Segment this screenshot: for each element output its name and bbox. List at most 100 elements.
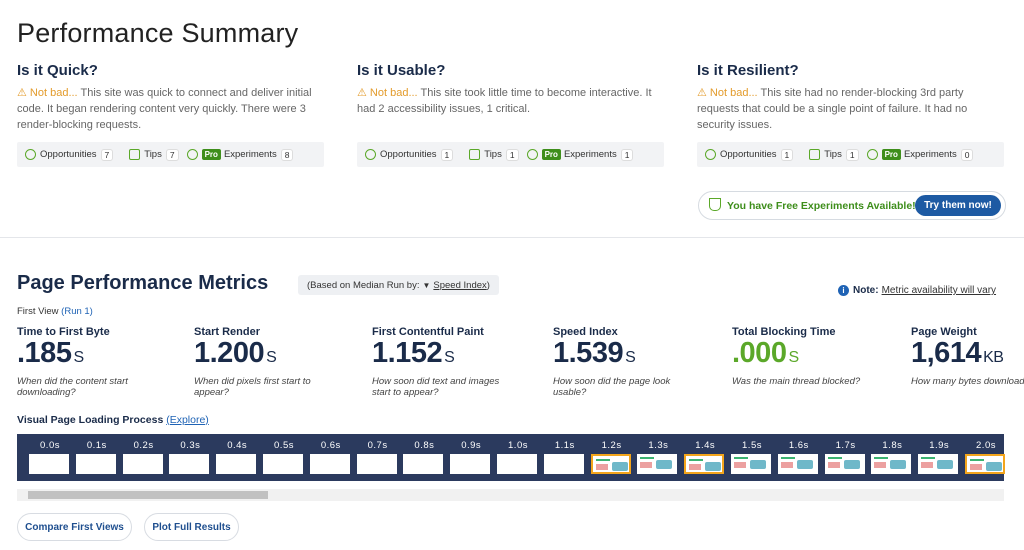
frame-thumb[interactable]	[824, 454, 865, 474]
note-text[interactable]: Metric availability will vary	[881, 285, 997, 296]
metric-value: .000 S	[732, 337, 799, 370]
chip-experiments[interactable]: Pro Experiments 1	[526, 148, 634, 161]
thumb-header	[921, 457, 936, 459]
frame-thumb[interactable]	[871, 454, 912, 474]
chip-label: Tips	[484, 149, 502, 160]
metric-desc: How soon did text and images start to ap…	[372, 376, 500, 398]
frame-time: 1.6s	[788, 440, 809, 451]
metric-label: Start Render	[194, 326, 261, 338]
run-link[interactable]: (Run 1)	[61, 306, 93, 317]
chip-opportunities[interactable]: Opportunities 7	[25, 148, 114, 161]
card-title: Is it Usable?	[357, 62, 446, 79]
chip-opportunities[interactable]: Opportunities 1	[365, 148, 454, 161]
card-status: Not bad...	[29, 87, 78, 99]
metric-label: Page Weight	[911, 326, 977, 338]
frame-time: 1.4s	[695, 440, 716, 451]
card-chips: Opportunities 1 Tips 1 Pro Experiments 1	[357, 142, 664, 167]
thumb-image	[705, 462, 722, 471]
frame-time: 0.5s	[274, 440, 294, 451]
action-button[interactable]: Plot Full Results	[144, 513, 239, 541]
frame-time: 0.3s	[180, 440, 201, 451]
frame-time: 0.8s	[414, 440, 435, 451]
thumb-header	[780, 457, 795, 459]
chip-label: Experiments	[563, 149, 617, 160]
thumb-text	[734, 462, 746, 468]
card-title: Is it Resilient?	[697, 62, 799, 79]
scroll-thumb[interactable]	[28, 491, 268, 499]
thumb-text	[921, 462, 934, 468]
frame-thumb[interactable]	[122, 454, 163, 474]
first-view: First View	[17, 306, 59, 317]
frame-thumb[interactable]	[169, 454, 210, 474]
chip-experiments[interactable]: Pro Experiments 8	[186, 148, 294, 161]
frame-thumb[interactable]	[356, 454, 397, 474]
card-text: ⚠ Not bad... This site was quick to conn…	[17, 85, 327, 133]
metric-label: Speed Index	[553, 326, 618, 338]
chip-count: 1	[505, 148, 519, 161]
thumb-image	[986, 462, 1002, 471]
experiments-banner: You have Free Experiments Available! Try…	[698, 191, 1006, 220]
scrollbar[interactable]	[17, 489, 1004, 501]
frame-thumb[interactable]	[590, 454, 631, 474]
thumb-text	[827, 462, 840, 468]
thumb-text	[874, 462, 887, 468]
thumb-header	[734, 457, 748, 459]
chip-icon	[526, 149, 538, 160]
chip-tips[interactable]: Tips 1	[809, 148, 859, 161]
basis-prefix: (Based on Median Run by:	[307, 279, 420, 291]
frame-thumb[interactable]	[684, 454, 725, 474]
chip-opportunities[interactable]: Opportunities 1	[705, 148, 794, 161]
frame-thumb[interactable]	[497, 454, 537, 474]
chip-experiments[interactable]: Pro Experiments 0	[866, 148, 974, 161]
chip-icon	[129, 149, 141, 160]
chip-label: Tips	[824, 149, 842, 160]
frame-thumb[interactable]	[263, 454, 303, 474]
frame-time: 0.1s	[86, 440, 107, 451]
frame-time: 1.3s	[648, 440, 669, 451]
chip-tips[interactable]: Tips 1	[469, 148, 519, 161]
card-description: This site was quick to connect and deliv…	[17, 87, 312, 131]
thumb-image	[843, 460, 860, 469]
frame-thumb[interactable]	[309, 454, 350, 474]
frame-time: 1.2s	[601, 440, 622, 451]
frame-thumb[interactable]	[918, 454, 959, 474]
frame-thumb[interactable]	[403, 454, 444, 474]
frame-thumb[interactable]	[731, 454, 771, 474]
metric-unit: S	[266, 349, 277, 366]
chip-label: Opportunities	[380, 149, 437, 160]
frame-thumb[interactable]	[637, 454, 678, 474]
frame-thumb[interactable]	[216, 454, 257, 474]
filmstrip-title: Visual Page Loading Process	[17, 414, 164, 426]
try-button[interactable]: Try them now!	[915, 195, 1001, 216]
chip-tips[interactable]: Tips 7	[129, 148, 179, 161]
frame-thumb[interactable]	[450, 454, 491, 474]
frame-thumb[interactable]	[777, 454, 818, 474]
thumb-text	[970, 464, 982, 470]
frame-thumb[interactable]	[965, 454, 1005, 474]
pro-badge: Pro	[881, 149, 901, 160]
metric-desc: When did the content start downloading?	[17, 376, 128, 398]
frame-thumb[interactable]	[29, 454, 69, 474]
frame-time: 0.2s	[133, 440, 154, 451]
frame-thumb[interactable]	[543, 454, 584, 474]
metric-value: .185 S	[17, 337, 84, 370]
dropdown-arrow: ▼	[422, 280, 431, 290]
explore-link[interactable]: (Explore)	[166, 414, 209, 426]
flask-icon	[709, 198, 721, 211]
basis-select[interactable]: Speed Index	[433, 279, 487, 291]
chip-icon	[365, 149, 376, 160]
divider	[0, 237, 1024, 238]
median-basis: (Based on Median Run by: ▼ Speed Index )	[298, 275, 499, 295]
frame-time: 0.0s	[40, 440, 60, 451]
chip-count: 1	[620, 148, 634, 161]
thumb-image	[890, 460, 907, 469]
banner-text: You have Free Experiments Available!	[727, 200, 916, 212]
frame-time: 1.9s	[929, 440, 950, 451]
chip-icon	[809, 149, 821, 160]
frame-time: 1.7s	[835, 440, 856, 451]
action-button[interactable]: Compare First Views	[17, 513, 132, 541]
metric-number: 1.200	[194, 337, 265, 369]
metric-unit: KB	[983, 349, 1004, 366]
frame-thumb[interactable]	[75, 454, 116, 474]
